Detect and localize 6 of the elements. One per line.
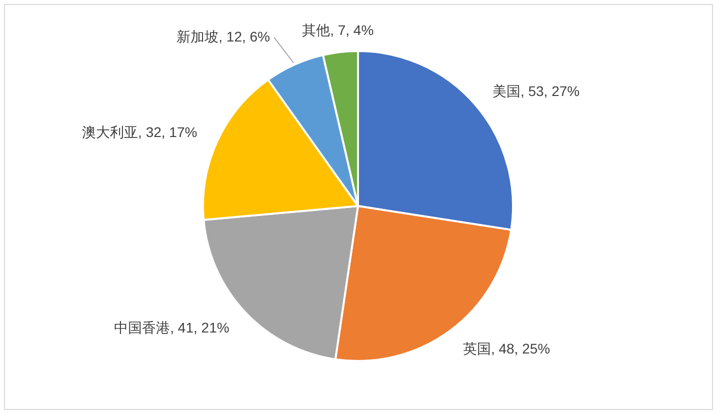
slice-label: 中国香港, 41, 21% <box>114 320 230 336</box>
slice-label: 澳大利亚, 32, 17% <box>82 124 198 140</box>
slice-label: 美国, 53, 27% <box>492 82 580 99</box>
slice-label: 其他, 7, 4% <box>302 22 374 38</box>
slice-label: 英国, 48, 25% <box>462 340 550 357</box>
slice-label: 新加坡, 12, 6% <box>176 28 270 44</box>
